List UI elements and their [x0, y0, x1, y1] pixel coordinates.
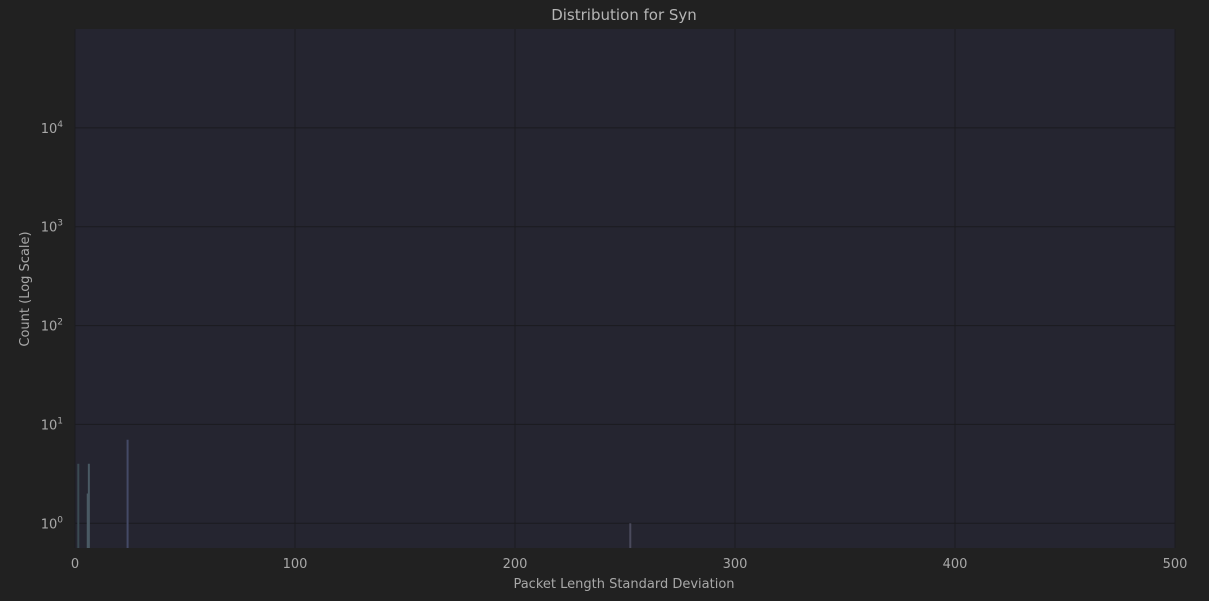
x-tick-label: 500 [1163, 557, 1188, 572]
histogram-bar [126, 439, 129, 548]
x-tick-label: 200 [503, 557, 528, 572]
x-tick-label: 300 [723, 557, 748, 572]
histogram-bar [629, 523, 632, 548]
histogram-bar [87, 463, 90, 548]
x-tick-label: 100 [283, 557, 308, 572]
x-axis-label: Packet Length Standard Deviation [513, 577, 734, 592]
y-tick-label: 103 [41, 219, 63, 236]
y-tick-label: 102 [41, 318, 63, 335]
x-axis-ticks: 0 100 200 300 400 500 [71, 557, 1188, 572]
x-tick-label: 0 [71, 557, 79, 572]
y-axis-label: Count (Log Scale) [18, 231, 33, 346]
grid-lines [74, 29, 1176, 548]
x-tick-label: 400 [943, 557, 968, 572]
y-axis-ticks: 100 101 102 103 104 [41, 120, 64, 532]
histogram-bar [86, 493, 89, 548]
histogram-bar [77, 463, 80, 548]
plot-area [75, 29, 1175, 548]
y-tick-label: 100 [41, 515, 64, 532]
bars [77, 439, 632, 548]
chart-title: Distribution for Syn [551, 6, 697, 24]
y-tick-label: 104 [41, 120, 64, 137]
y-tick-label: 101 [41, 416, 63, 433]
